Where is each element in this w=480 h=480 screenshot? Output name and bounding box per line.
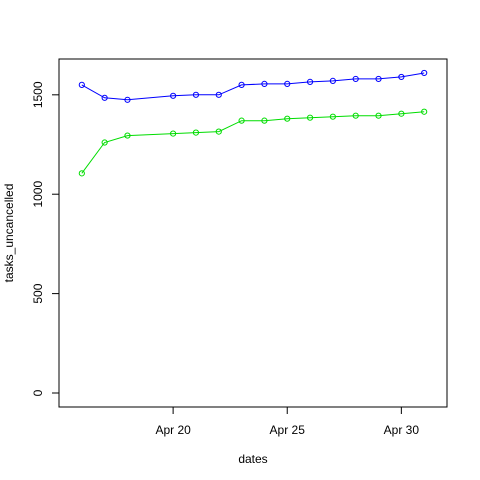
data-point <box>78 81 85 88</box>
data-point <box>398 73 405 81</box>
data-point <box>306 114 314 121</box>
data-point <box>329 77 336 85</box>
data-point <box>192 129 200 136</box>
data-point <box>284 80 291 87</box>
data-point <box>261 80 268 87</box>
data-point <box>329 113 336 120</box>
data-point <box>170 130 177 137</box>
y-tick-label: 1000 <box>31 181 45 208</box>
series-1 <box>78 69 428 103</box>
y-tick-label: 0 <box>31 389 45 396</box>
data-point <box>78 170 85 177</box>
data-point <box>215 91 222 98</box>
x-axis: Apr 20 Apr 25 Apr 30 <box>155 406 420 437</box>
x-tick-label: Apr 20 <box>155 423 191 437</box>
data-point <box>124 132 131 139</box>
data-point <box>101 139 108 146</box>
y-axis-title: tasks_uncancelled <box>2 184 16 283</box>
series-line <box>81 72 425 101</box>
data-point <box>192 91 200 98</box>
data-point <box>421 69 428 77</box>
y-axis: 0 500 1000 1500 <box>31 81 60 396</box>
series-group <box>78 69 428 177</box>
x-axis-title: dates <box>238 452 267 466</box>
data-point <box>238 117 245 124</box>
data-point <box>261 117 268 124</box>
data-point <box>375 75 382 83</box>
data-point <box>284 115 291 122</box>
data-point <box>352 75 359 83</box>
x-tick-label: Apr 30 <box>384 423 420 437</box>
series-2 <box>78 108 428 177</box>
data-point <box>238 81 245 88</box>
series-line <box>81 111 425 174</box>
plot-frame <box>58 58 448 408</box>
data-point <box>215 128 222 135</box>
x-tick-label: Apr 25 <box>270 423 306 437</box>
data-point <box>375 112 382 119</box>
data-point <box>398 110 405 117</box>
data-point <box>101 94 108 101</box>
data-point <box>124 96 131 103</box>
y-tick-label: 1500 <box>31 81 45 108</box>
data-point <box>170 92 177 99</box>
y-tick-label: 500 <box>31 283 45 303</box>
data-point <box>306 78 314 85</box>
data-point <box>352 112 359 119</box>
data-point <box>421 108 428 115</box>
